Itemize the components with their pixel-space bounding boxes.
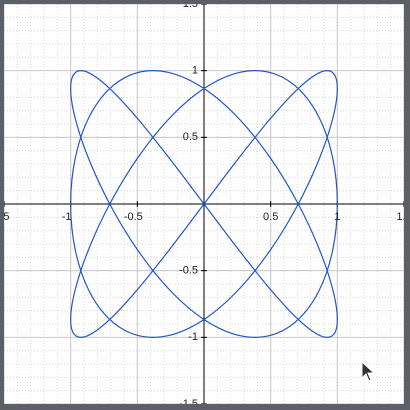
y-tick-label: -1 — [188, 331, 198, 343]
mouse-cursor — [361, 360, 376, 382]
x-tick-label: -1.5 — [4, 211, 9, 223]
x-tick-label: -1 — [62, 211, 72, 223]
x-tick-label: -0.5 — [124, 211, 143, 223]
graph: -1.5 -1 -0.5 0.5 1 1.5 -1.5 -1 -0.5 0.5 1 1.5 — [4, 4, 404, 404]
x-tick-label: 1.5 — [396, 211, 404, 223]
y-tick-label: 1 — [192, 65, 198, 77]
x-tick-label: 1 — [334, 211, 340, 223]
y-tick-label: 1.5 — [183, 4, 198, 10]
y-tick-label: 0.5 — [183, 131, 198, 143]
curve — [70, 70, 338, 338]
x-tick-label: 0.5 — [263, 211, 278, 223]
y-tick-label: -0.5 — [179, 265, 198, 277]
y-tick-label: -1.5 — [179, 398, 198, 404]
